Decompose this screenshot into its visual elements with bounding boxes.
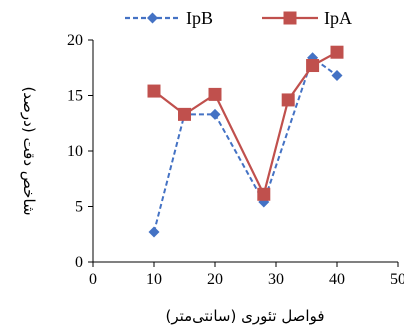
legend-marker-ipa (283, 11, 297, 25)
x-ticks: 0 10 20 30 40 50 (89, 262, 404, 288)
series-layer (147, 45, 344, 238)
data-point-ipa (257, 187, 271, 201)
data-point-ipa (306, 59, 320, 73)
data-point-ipa (330, 45, 344, 59)
x-tick-label: 40 (329, 271, 345, 288)
data-point-ipa (208, 87, 222, 101)
data-point-ipb (148, 226, 160, 238)
y-tick-label: 0 (75, 254, 83, 271)
legend-marker-ipb (147, 12, 158, 24)
x-tick-label: 50 (390, 271, 404, 288)
series-line-ipb (153, 56, 338, 233)
x-tick-label: 20 (207, 271, 223, 288)
legend-label-ipb: IpB (186, 8, 213, 28)
y-tick-label: 5 (75, 199, 83, 216)
y-tick-label: 20 (67, 32, 83, 49)
data-point-ipb (209, 108, 221, 120)
data-point-ipa (281, 93, 295, 107)
x-tick-label: 30 (268, 271, 284, 288)
y-tick-label: 15 (67, 88, 83, 105)
y-tick-label: 10 (67, 143, 83, 160)
axes (92, 40, 398, 263)
x-tick-label: 10 (146, 271, 162, 288)
data-point-ipa (178, 107, 191, 121)
x-tick-label: 0 (89, 271, 97, 288)
legend: IpB IpA (125, 8, 352, 28)
x-axis-label: فواصل تئوری (سانتی‌متر) (165, 307, 324, 325)
y-ticks: 0 5 10 15 20 (67, 32, 93, 271)
data-point-ipb (331, 70, 343, 82)
y-axis-label: شاخص دقت (درصد) (20, 86, 38, 215)
data-point-ipa (147, 84, 161, 98)
legend-label-ipa: IpA (324, 8, 352, 28)
